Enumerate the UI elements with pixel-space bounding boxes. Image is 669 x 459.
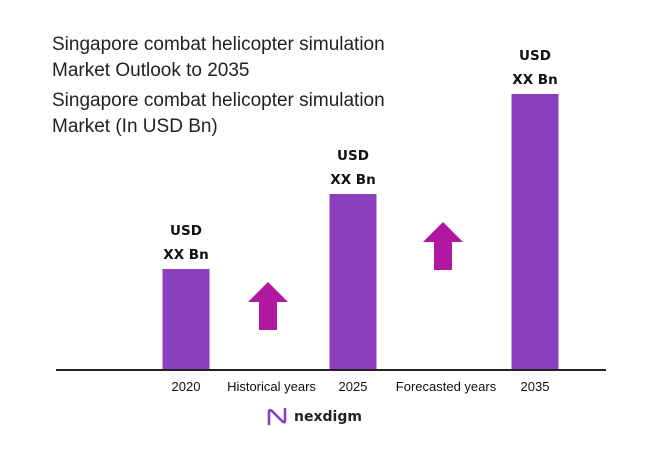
data-label-2035-line-2: XX Bn	[512, 72, 557, 88]
nexdigm-logo-icon	[267, 407, 287, 426]
data-label-2020-line-2: XX Bn	[163, 247, 208, 263]
bar-2035	[511, 94, 559, 369]
up-arrow-icon-2	[423, 222, 463, 270]
data-label-2025-line-1: USD	[337, 148, 369, 164]
brand-name: nexdigm	[294, 409, 362, 425]
bar-2025	[329, 194, 377, 369]
up-arrow-icon-1	[248, 282, 288, 330]
bar-2020	[162, 269, 210, 369]
data-label-2025-line-2: XX Bn	[330, 172, 375, 188]
x-tick-2035: 2035	[521, 379, 550, 394]
chart-subtitle-line-1: Singapore combat helicopter simulation	[52, 90, 385, 111]
data-label-2035-line-1: USD	[519, 48, 551, 64]
brand-logo: nexdigm	[266, 406, 362, 428]
chart-title-line-2: Market Outlook to 2035	[52, 60, 250, 81]
chart-title-line-1: Singapore combat helicopter simulation	[52, 34, 385, 55]
x-tick-2020: 2020	[172, 379, 201, 394]
period-label-1: Historical years	[227, 379, 316, 394]
x-tick-2025: 2025	[339, 379, 368, 394]
chart-subtitle-line-2: Market (In USD Bn)	[52, 116, 218, 137]
data-label-2020-line-1: USD	[170, 223, 202, 239]
period-label-2: Forecasted years	[396, 379, 497, 394]
